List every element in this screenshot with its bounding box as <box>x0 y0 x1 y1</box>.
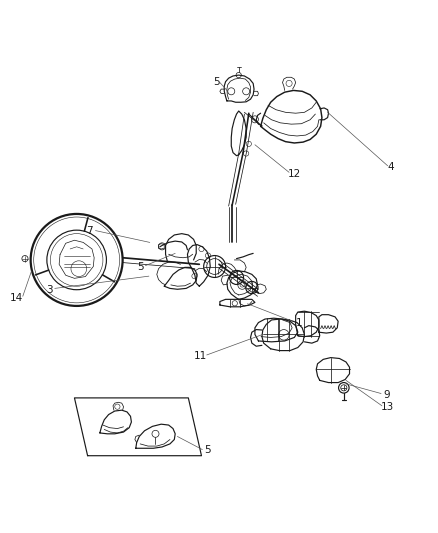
Text: 3: 3 <box>46 285 53 295</box>
Text: 13: 13 <box>381 402 394 411</box>
Text: 5: 5 <box>213 77 220 87</box>
Text: 1: 1 <box>295 318 302 328</box>
Text: 5: 5 <box>204 446 211 456</box>
Text: 4: 4 <box>388 161 395 172</box>
Text: 12: 12 <box>288 168 301 179</box>
Text: 7: 7 <box>86 227 93 237</box>
Text: 9: 9 <box>383 390 390 400</box>
Text: 11: 11 <box>194 351 207 361</box>
Text: 5: 5 <box>137 262 144 271</box>
Text: 14: 14 <box>10 293 23 303</box>
